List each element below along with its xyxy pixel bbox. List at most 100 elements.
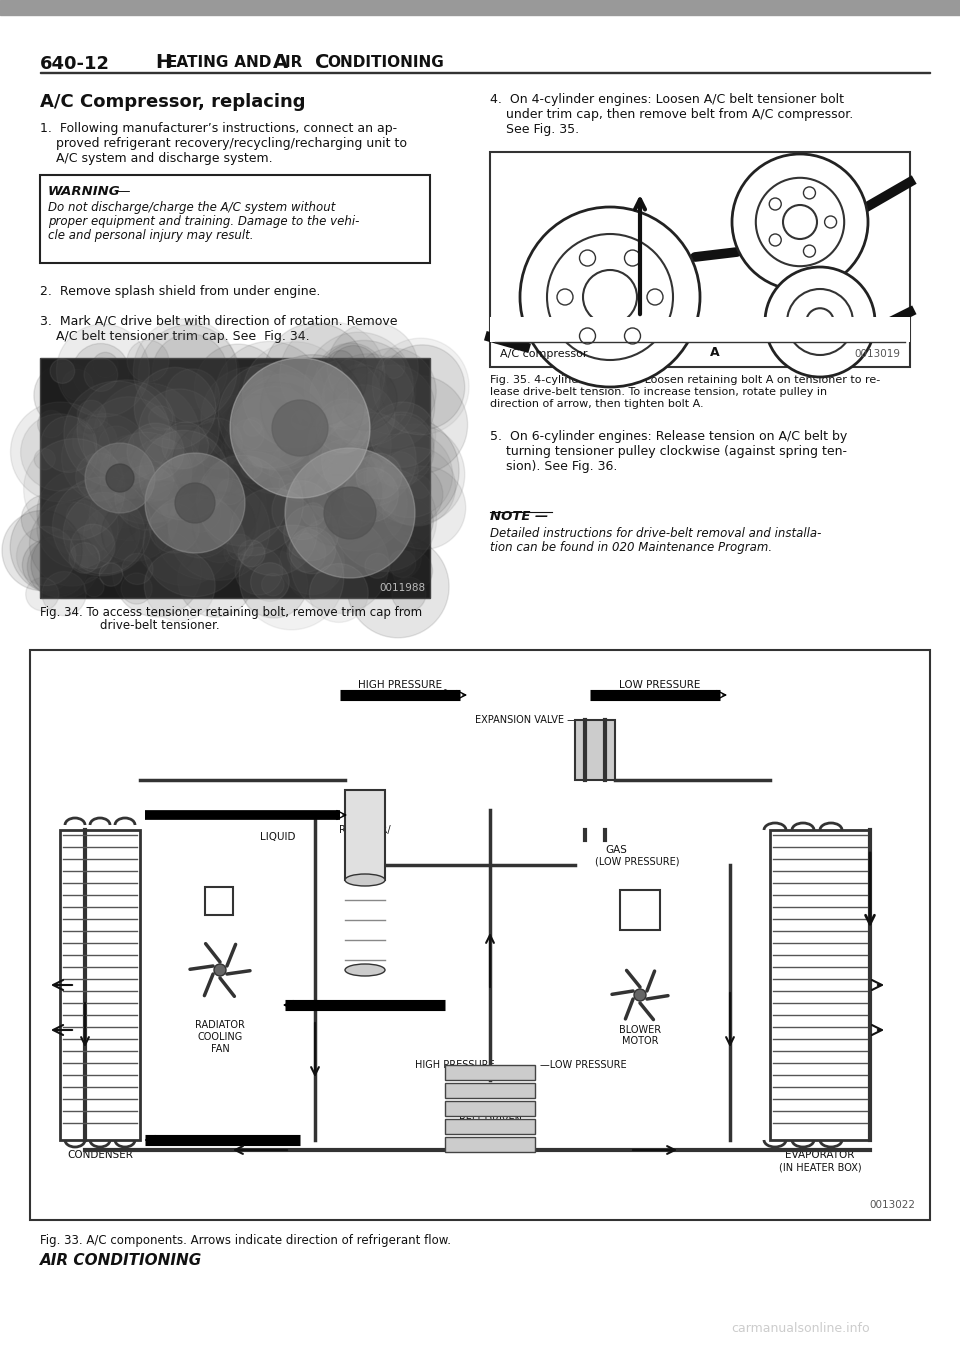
Circle shape	[369, 413, 434, 478]
Circle shape	[86, 411, 108, 432]
Circle shape	[399, 406, 429, 436]
Circle shape	[149, 426, 214, 491]
Circle shape	[152, 445, 260, 555]
Text: AIR CONDITIONING: AIR CONDITIONING	[40, 1253, 203, 1267]
Text: Do not discharge/charge the A/C system without: Do not discharge/charge the A/C system w…	[48, 201, 335, 214]
Circle shape	[214, 394, 300, 480]
Circle shape	[305, 438, 394, 528]
Circle shape	[89, 472, 179, 562]
Circle shape	[372, 531, 422, 581]
Circle shape	[142, 430, 198, 486]
Circle shape	[85, 442, 155, 513]
Circle shape	[62, 369, 93, 400]
Ellipse shape	[345, 874, 385, 886]
Circle shape	[783, 205, 817, 239]
Circle shape	[327, 350, 354, 377]
Circle shape	[102, 499, 168, 566]
Circle shape	[99, 426, 134, 461]
Circle shape	[31, 531, 99, 598]
Circle shape	[81, 415, 99, 434]
Text: HIGH PRESSURE —: HIGH PRESSURE —	[415, 1060, 508, 1071]
Circle shape	[168, 493, 233, 558]
Circle shape	[26, 578, 59, 611]
Circle shape	[169, 479, 270, 581]
Circle shape	[215, 342, 324, 452]
Circle shape	[374, 501, 396, 522]
Circle shape	[279, 322, 385, 427]
Circle shape	[371, 402, 436, 467]
Circle shape	[115, 457, 133, 476]
Circle shape	[214, 963, 226, 976]
Circle shape	[126, 474, 145, 493]
Circle shape	[310, 360, 380, 430]
Bar	[575, 721, 615, 780]
Text: Fig. 34. To access tensioner retaining bolt, remove trim cap from: Fig. 34. To access tensioner retaining b…	[40, 607, 422, 619]
Circle shape	[162, 422, 208, 468]
Circle shape	[145, 453, 245, 554]
Circle shape	[349, 415, 459, 525]
Circle shape	[239, 525, 344, 630]
Circle shape	[301, 475, 372, 546]
Circle shape	[106, 464, 134, 493]
Text: Fig. 33. A/C components. Arrows indicate direction of refrigerant flow.: Fig. 33. A/C components. Arrows indicate…	[40, 1234, 451, 1247]
Text: AND: AND	[229, 56, 276, 71]
Text: BLOWER: BLOWER	[619, 1025, 661, 1035]
Text: A/C belt tensioner trim cap. See  Fig. 34.: A/C belt tensioner trim cap. See Fig. 34…	[40, 330, 310, 343]
Circle shape	[36, 487, 118, 569]
Circle shape	[408, 476, 431, 498]
Text: 2.  Remove splash shield from under engine.: 2. Remove splash shield from under engin…	[40, 285, 321, 299]
Text: 0013019: 0013019	[854, 349, 900, 360]
Circle shape	[346, 467, 377, 499]
Circle shape	[291, 516, 389, 613]
Circle shape	[287, 533, 325, 573]
Circle shape	[224, 537, 253, 567]
Circle shape	[804, 246, 815, 256]
Circle shape	[230, 358, 370, 498]
Circle shape	[227, 535, 252, 560]
Circle shape	[154, 476, 257, 579]
Text: carmanualsonline.info: carmanualsonline.info	[732, 1322, 870, 1335]
Circle shape	[339, 510, 362, 533]
Circle shape	[323, 354, 415, 445]
Circle shape	[11, 501, 104, 594]
Circle shape	[769, 198, 781, 210]
Circle shape	[806, 308, 833, 335]
Text: FAN: FAN	[210, 1044, 229, 1054]
Circle shape	[356, 453, 402, 499]
Circle shape	[376, 535, 415, 573]
Text: 5.  On 6-cylinder engines: Release tension on A/C belt by: 5. On 6-cylinder engines: Release tensio…	[490, 430, 848, 442]
Text: 4.  On 4-cylinder engines: Loosen A/C belt tensioner bolt: 4. On 4-cylinder engines: Loosen A/C bel…	[490, 94, 844, 106]
Circle shape	[580, 250, 595, 266]
Circle shape	[166, 369, 220, 422]
Circle shape	[42, 571, 86, 616]
Circle shape	[73, 419, 117, 463]
Circle shape	[312, 341, 416, 445]
Circle shape	[115, 465, 180, 531]
Text: LIQUID: LIQUID	[260, 832, 296, 841]
Bar	[40, 358, 430, 598]
Circle shape	[72, 343, 130, 400]
Circle shape	[392, 577, 426, 611]
Text: A/C Compressor, replacing: A/C Compressor, replacing	[40, 94, 305, 111]
Circle shape	[50, 358, 75, 384]
Text: drive-belt tensioner.: drive-belt tensioner.	[100, 619, 220, 632]
Circle shape	[35, 449, 56, 470]
Text: HIGH PRESSURE: HIGH PRESSURE	[358, 680, 442, 689]
Circle shape	[70, 524, 115, 569]
Text: A/C compressor: A/C compressor	[500, 349, 588, 360]
Circle shape	[58, 434, 95, 472]
Circle shape	[225, 392, 326, 494]
Circle shape	[625, 328, 640, 343]
Circle shape	[153, 334, 228, 408]
Circle shape	[351, 365, 435, 448]
Circle shape	[333, 366, 397, 430]
Circle shape	[217, 479, 243, 505]
Circle shape	[233, 377, 276, 421]
Bar	[40, 72, 930, 73]
Circle shape	[11, 402, 110, 502]
Circle shape	[272, 480, 331, 540]
Text: tion can be found in 020 Maintenance Program.: tion can be found in 020 Maintenance Pro…	[490, 541, 772, 554]
Circle shape	[84, 508, 140, 563]
Circle shape	[365, 554, 390, 578]
Text: CONDENSER: CONDENSER	[67, 1149, 132, 1160]
